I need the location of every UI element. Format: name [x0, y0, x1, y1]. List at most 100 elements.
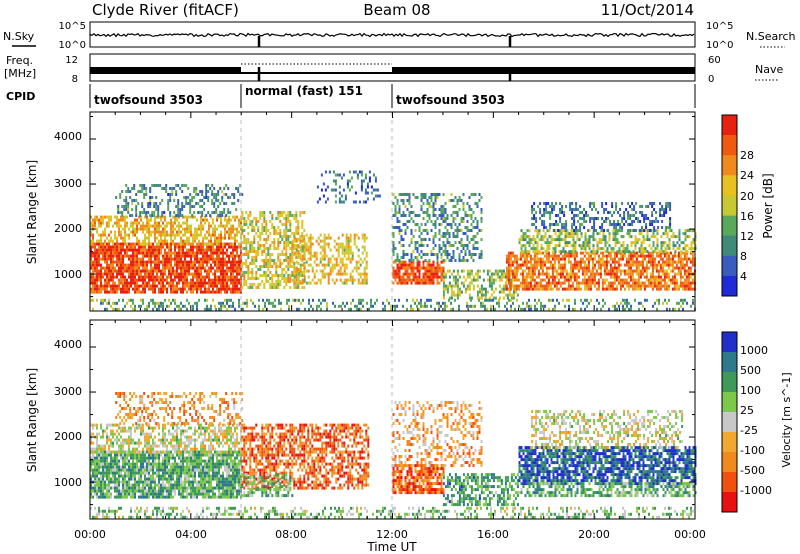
data-cell: [524, 232, 527, 236]
data-cell: [472, 220, 475, 223]
data-cell: [245, 265, 248, 268]
data-cell: [343, 254, 346, 258]
data-cell: [140, 290, 142, 294]
data-cell: [353, 242, 356, 246]
data-cell: [572, 232, 575, 236]
data-cell: [476, 205, 479, 208]
data-cell: [364, 188, 367, 192]
data-cell: [476, 275, 479, 279]
data-cell: [591, 226, 594, 229]
data-cell: [253, 250, 256, 253]
data-cell: [588, 244, 591, 248]
data-cell: [339, 266, 342, 270]
data-cell: [94, 290, 96, 294]
data-cell: [587, 260, 590, 264]
data-cell: [151, 211, 154, 214]
data-cell: [122, 284, 124, 288]
data-cell: [613, 287, 616, 291]
data-cell: [673, 272, 676, 276]
data-cell: [525, 263, 528, 267]
data-cell: [193, 205, 196, 208]
data-cell: [661, 284, 664, 288]
data-cell: [590, 235, 593, 239]
data-cell: [271, 253, 274, 256]
data-cell: [645, 263, 648, 267]
data-cell: [232, 290, 234, 294]
data-cell: [228, 287, 230, 291]
data-cell: [94, 254, 96, 258]
data-cell: [442, 244, 445, 247]
data-cell: [353, 278, 356, 282]
data-cell: [515, 260, 518, 264]
data-cell: [251, 241, 254, 244]
data-cell: [663, 284, 666, 288]
data-cell: [162, 230, 164, 234]
data-cell: [661, 278, 664, 282]
data-cell: [315, 254, 318, 258]
data-cell: [665, 281, 668, 285]
data-cell: [345, 236, 348, 240]
data-cell: [599, 263, 602, 267]
data-cell: [549, 275, 552, 279]
data-cell: [100, 275, 102, 279]
data-cell: [589, 269, 592, 273]
data-cell: [194, 287, 196, 291]
data-cell: [180, 278, 182, 282]
data-cell: [530, 241, 533, 245]
data-cell: [673, 281, 676, 285]
data-cell: [591, 208, 594, 211]
data-cell: [404, 263, 407, 267]
data-cell: [104, 260, 106, 264]
data-cell: [589, 275, 592, 279]
data-cell: [104, 272, 106, 276]
data-cell: [602, 232, 605, 236]
data-cell: [196, 278, 198, 282]
data-cell: [657, 263, 660, 267]
data-cell: [363, 278, 366, 282]
data-cell: [667, 278, 670, 282]
data-cell: [187, 187, 190, 190]
data-cell: [535, 211, 538, 214]
data-cell: [681, 281, 684, 285]
data-cell: [216, 215, 218, 219]
data-cell: [216, 260, 218, 264]
data-cell: [472, 238, 475, 241]
data-cell: [190, 281, 192, 285]
data-cell: [607, 254, 610, 258]
data-cell: [283, 229, 286, 232]
data-cell: [513, 278, 516, 282]
data-cell: [348, 170, 351, 174]
data-cell: [466, 220, 469, 223]
data-cell: [170, 260, 172, 264]
data-cell: [610, 250, 613, 254]
data-cell: [277, 283, 280, 286]
data-cell: [424, 196, 427, 199]
data-cell: [589, 284, 592, 288]
data-cell: [642, 247, 645, 251]
data-cell: [621, 254, 624, 258]
data-cell: [442, 211, 445, 214]
data-cell: [543, 211, 546, 214]
data-cell: [125, 208, 128, 211]
data-cell: [478, 199, 481, 202]
data-cell: [211, 190, 214, 193]
data-cell: [132, 266, 134, 270]
data-cell: [106, 263, 108, 267]
data-cell: [582, 247, 585, 251]
data-cell: [605, 208, 608, 211]
data-cell: [555, 287, 558, 291]
data-cell: [217, 205, 220, 208]
data-cell: [218, 290, 220, 294]
data-cell: [652, 235, 655, 239]
data-cell: [404, 232, 407, 235]
data-cell: [462, 232, 465, 235]
data-cell: [646, 235, 649, 239]
data-cell: [583, 278, 586, 282]
data-cell: [575, 263, 578, 267]
data-cell: [416, 269, 419, 273]
data-cell: [329, 260, 332, 264]
data-cell: [679, 260, 682, 264]
data-cell: [665, 263, 668, 267]
data-cell: [575, 214, 578, 217]
data-cell: [114, 236, 116, 240]
